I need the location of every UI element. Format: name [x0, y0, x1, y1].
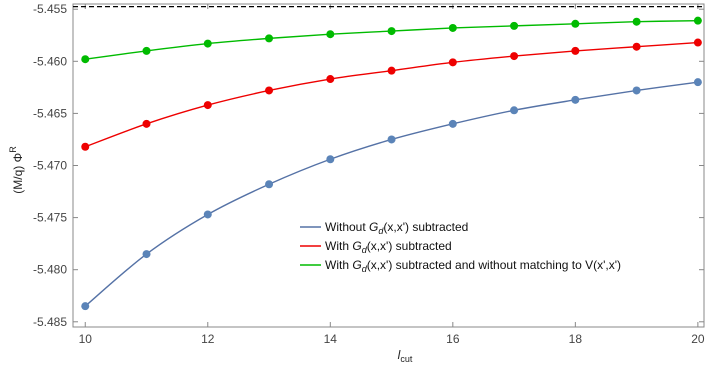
series-1-point: [142, 250, 151, 259]
x-axis-title-subscript: cut: [400, 354, 413, 364]
x-tick-label: 10: [79, 332, 93, 346]
legend-label-1-symbol: G: [369, 220, 378, 234]
x-axis-title: lcut: [398, 348, 413, 364]
series-3-point: [387, 27, 396, 36]
x-tick-label: 16: [446, 332, 460, 346]
series-1-line: [84, 81, 698, 307]
series-2-point: [632, 42, 641, 51]
legend-label-1: Without Gd(x,x') subtracted: [325, 220, 468, 236]
x-tick-label: 18: [569, 332, 583, 346]
y-axis: -5.485 -5.480 -5.475 -5.470 -5.465 -5.460 -5.4…: [33, 2, 704, 329]
series-2-point: [326, 75, 335, 84]
series-1-point: [448, 119, 457, 128]
legend-label-2-prefix: With: [325, 239, 352, 253]
legend-label-1-prefix: Without: [325, 220, 369, 234]
series-3-point: [693, 16, 702, 25]
series-1-point: [693, 78, 702, 87]
x-tick-label: 12: [201, 332, 215, 346]
series-3-point: [448, 23, 457, 32]
series-3-point: [81, 55, 90, 64]
y-axis-title-main: (M/q) Φ: [11, 153, 25, 194]
legend: Without Gd(x,x') subtracted With Gd(x,x'…: [300, 220, 621, 274]
x-tick-label: 20: [691, 332, 705, 346]
y-tick-label: -5.455: [33, 2, 67, 16]
legend-entry-1: Without Gd(x,x') subtracted: [300, 220, 468, 236]
series-1-point: [326, 155, 335, 164]
legend-label-2-symbol: G: [352, 239, 361, 253]
y-tick-label: -5.465: [33, 106, 67, 120]
x-axis: 10 12 14 16 18 20: [79, 4, 705, 346]
y-axis-title-superscript: R: [8, 146, 18, 153]
series-2-point: [693, 38, 702, 47]
legend-label-2: With Gd(x,x') subtracted: [325, 239, 452, 255]
series-1-point: [81, 302, 90, 311]
legend-entry-3: With Gd(x,x') subtracted and without mat…: [300, 258, 621, 274]
series-2-point: [510, 52, 519, 61]
series-3-point: [510, 21, 519, 30]
series-points: [81, 16, 702, 311]
series-3-point: [326, 30, 335, 39]
legend-label-1-symbol-subscript: d: [378, 226, 384, 236]
x-axis-title-main: l: [398, 348, 401, 362]
series-3-point: [203, 39, 212, 48]
series-2-point: [265, 86, 274, 95]
legend-label-1-suffix: (x,x') subtracted: [383, 220, 468, 234]
y-tick-label: -5.460: [33, 54, 67, 68]
legend-label-3: With Gd(x,x') subtracted and without mat…: [325, 258, 621, 274]
series-2-point: [142, 119, 151, 128]
series-3-point: [571, 19, 580, 28]
series-1-point: [387, 135, 396, 144]
legend-label-2-suffix: (x,x') subtracted: [367, 239, 452, 253]
series-2-point: [203, 101, 212, 110]
legend-label-3-symbol-subscript: d: [362, 264, 368, 274]
series-2-point: [448, 58, 457, 67]
series-1-point: [571, 95, 580, 104]
y-tick-label: -5.470: [33, 159, 67, 173]
series-3-point: [265, 34, 274, 43]
series-1-point: [632, 86, 641, 95]
series-3-point: [632, 17, 641, 26]
series-2-point: [387, 66, 396, 75]
series-2-point: [571, 46, 580, 55]
series-1-point: [510, 106, 519, 115]
legend-label-3-suffix: (x,x') subtracted and without matching t…: [367, 258, 621, 272]
legend-label-2-symbol-subscript: d: [362, 245, 368, 255]
legend-label-3-symbol: G: [352, 258, 361, 272]
legend-entry-2: With Gd(x,x') subtracted: [300, 239, 452, 255]
y-tick-label: -5.480: [33, 263, 67, 277]
series-1-point: [265, 180, 274, 189]
series-2-point: [81, 142, 90, 151]
y-tick-label: -5.475: [33, 211, 67, 225]
legend-label-3-prefix: With: [325, 258, 352, 272]
x-tick-label: 14: [324, 332, 338, 346]
series-1-point: [203, 210, 212, 219]
series-3-point: [142, 46, 151, 55]
y-axis-title: (M/q) ΦR: [8, 146, 25, 194]
y-tick-label: -5.485: [33, 315, 67, 329]
